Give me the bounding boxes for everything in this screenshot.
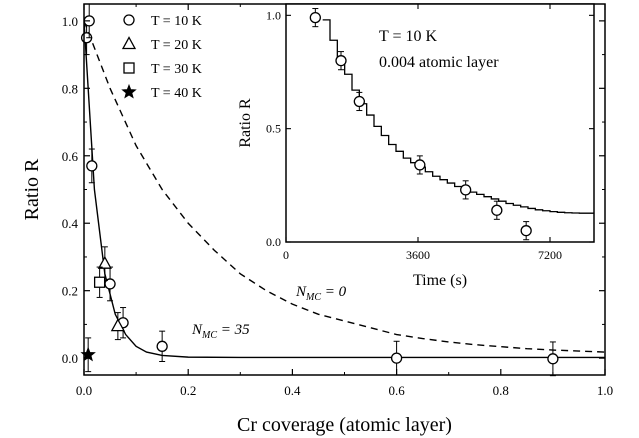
legend-label: T = 10 K <box>151 14 202 29</box>
inset-series <box>309 8 532 241</box>
inset-y-tick-label: 1.0 <box>266 8 281 22</box>
inset-x-axis-title: Time (s) <box>413 272 467 289</box>
inset-data-point <box>491 204 503 216</box>
curve-label-var: N <box>295 284 307 300</box>
x-axis-title: Cr coverage (atomic layer) <box>237 414 452 436</box>
series-square <box>93 266 106 298</box>
y-tick-label: 0.8 <box>62 81 78 96</box>
y-tick-label: 0.6 <box>62 149 79 164</box>
data-point-triangle <box>97 255 112 269</box>
curve-label-nmc-35: NMC = 35 <box>191 322 250 341</box>
legend: T = 10 K T = 20 K T = 30 K T = 40 K <box>121 14 202 101</box>
data-point-circle <box>547 353 559 365</box>
inset-data-point <box>520 225 532 237</box>
inset-y-tick-label: 0.0 <box>266 235 281 249</box>
inset-x-tick-label: 7200 <box>538 248 562 262</box>
curve-label-subscript: MC <box>305 292 321 303</box>
inset-y-tick-label: 0.5 <box>266 122 281 136</box>
inset-data-point <box>335 55 347 67</box>
data-point-circle <box>156 340 168 352</box>
inset-annotation-coverage: 0.004 atomic layer <box>379 54 499 71</box>
y-tick-label: 0.0 <box>62 351 78 366</box>
x-tick-label: 0.8 <box>493 383 509 398</box>
curve-label-var: N <box>191 322 203 338</box>
x-tick-label: 1.0 <box>597 383 613 398</box>
inset-data-point <box>460 184 472 196</box>
data-point-circle <box>390 352 403 364</box>
series-triangle <box>97 246 125 341</box>
inset-y-axis-title: Ratio R <box>237 98 254 148</box>
inset-x-tick-label: 3600 <box>406 248 430 262</box>
inset-plot: 0 3600 7200 0.0 0.5 1.0 Time (s) Ratio R T = 10 … <box>237 3 595 289</box>
inset-data-point <box>414 159 426 171</box>
y-axis-title: Ratio R <box>21 158 43 220</box>
y-tick-label: 0.4 <box>62 216 79 231</box>
legend-marker-star <box>121 83 137 99</box>
inset-data-point <box>353 95 365 108</box>
data-point-triangle <box>110 318 125 332</box>
x-tick-label: 0.6 <box>388 383 405 398</box>
inset-annotation-temperature: T = 10 K <box>379 28 438 45</box>
curve-label-nmc-0: NMC = 0 <box>295 284 347 303</box>
legend-label: T = 20 K <box>151 38 202 53</box>
x-tick-label: 0.2 <box>180 383 196 398</box>
legend-label: T = 30 K <box>151 62 202 77</box>
x-tick-label: 0.4 <box>284 383 301 398</box>
data-point-square <box>93 276 106 288</box>
curve-label-value: = 35 <box>217 322 250 338</box>
x-tick-label: 0.0 <box>76 383 92 398</box>
fit-curve-nmc-0 <box>84 20 605 353</box>
y-tick-label: 1.0 <box>62 14 78 29</box>
legend-label: T = 40 K <box>151 86 202 101</box>
legend-marker-circle <box>123 14 135 26</box>
inset-x-tick-label: 0 <box>283 248 289 262</box>
curve-label-value: = 0 <box>321 284 347 300</box>
series-circle <box>80 3 559 377</box>
legend-marker-square <box>123 62 135 74</box>
inset-frame <box>285 3 595 243</box>
curve-label-subscript: MC <box>201 330 217 341</box>
inset-step-curve <box>322 19 594 214</box>
data-point-circle <box>86 160 98 172</box>
y-tick-label: 0.2 <box>62 284 78 299</box>
legend-marker-triangle <box>121 36 137 50</box>
inset-data-point <box>309 11 321 24</box>
